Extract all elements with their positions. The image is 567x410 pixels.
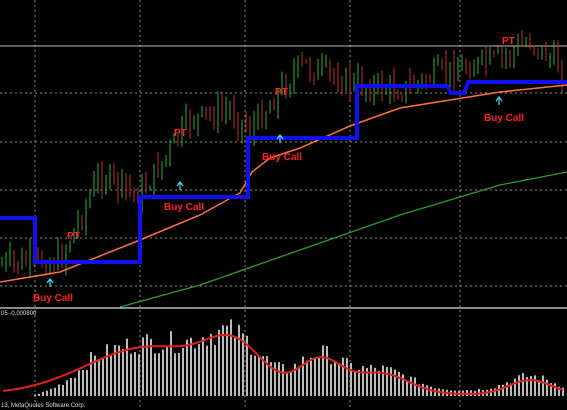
up-arrow [46, 278, 54, 287]
buy-call-label: Buy Call [262, 152, 302, 163]
pt-label: PT [502, 36, 515, 47]
slow-ma [119, 171, 567, 308]
buy-call-label: Buy Call [33, 293, 73, 304]
up-arrow [495, 96, 503, 105]
buy-call-label: Buy Call [484, 113, 524, 124]
arrows [46, 96, 503, 287]
buy-call-label: Buy Call [164, 202, 204, 213]
up-arrow [176, 181, 184, 190]
up-arrow [276, 134, 284, 143]
pt-label: PT [67, 231, 80, 242]
indicator-label: 05 -0.000800 [1, 311, 37, 317]
histogram [30, 319, 564, 396]
pt-label: PT [275, 87, 288, 98]
step-line [0, 80, 567, 264]
signal-line [2, 333, 564, 395]
footer: 13, MetaQuotes Software Corp. [1, 403, 86, 409]
candles [1, 30, 563, 278]
pt-label: PT [174, 128, 187, 139]
